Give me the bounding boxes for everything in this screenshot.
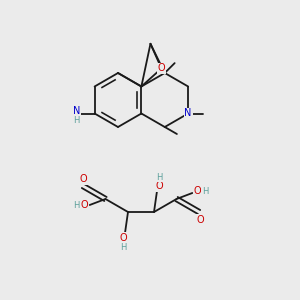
Text: H: H [202, 187, 208, 196]
Text: O: O [119, 233, 127, 243]
Text: O: O [81, 200, 88, 210]
Text: N: N [73, 106, 80, 116]
Text: O: O [196, 215, 204, 225]
Text: N: N [184, 109, 192, 118]
Text: H: H [74, 116, 80, 125]
Text: O: O [79, 174, 87, 184]
Text: O: O [158, 63, 165, 74]
Text: O: O [194, 186, 201, 196]
Text: H: H [156, 172, 162, 182]
Text: O: O [155, 181, 163, 191]
Text: H: H [120, 242, 126, 251]
Text: H: H [74, 200, 80, 209]
